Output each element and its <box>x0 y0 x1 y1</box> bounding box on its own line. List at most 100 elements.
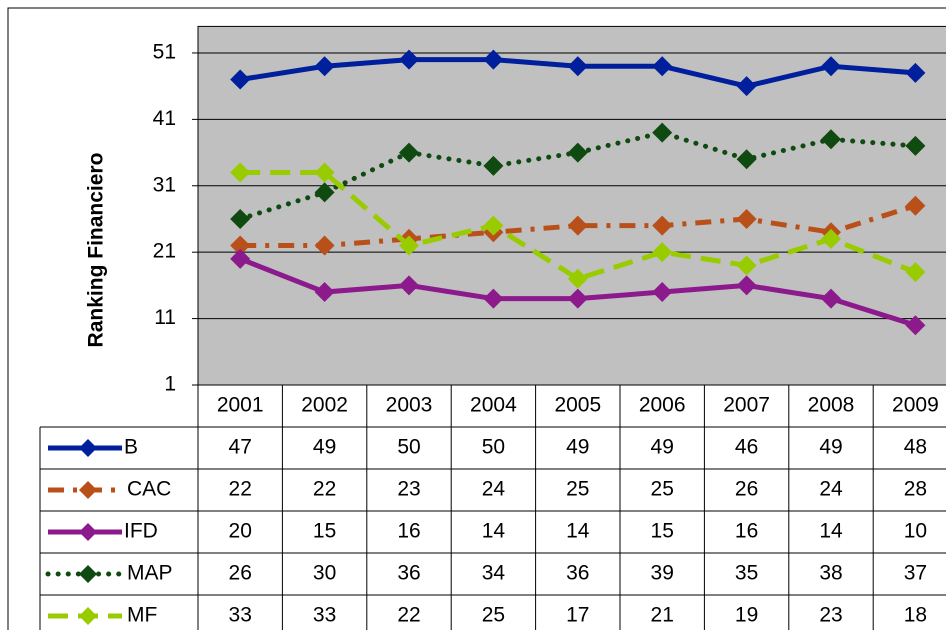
marker <box>399 142 419 163</box>
marker <box>567 215 588 236</box>
table-value: 48 <box>904 436 927 459</box>
table-value: 49 <box>566 436 589 459</box>
y-tick-label: 31 <box>153 173 176 196</box>
marker <box>821 56 841 77</box>
marker <box>399 49 419 70</box>
marker <box>652 122 673 143</box>
table-value: 14 <box>482 520 506 543</box>
table-value: 49 <box>819 436 842 459</box>
x-tick-label: 2004 <box>470 394 517 417</box>
x-tick-label: 2005 <box>554 394 601 417</box>
table-value: 23 <box>397 478 420 501</box>
table-value: 49 <box>313 436 336 459</box>
table-value: 33 <box>229 604 252 627</box>
x-tick-label: 2002 <box>301 394 348 417</box>
plot-area <box>197 25 946 386</box>
x-tick-label: 2008 <box>808 394 855 417</box>
table-value: 36 <box>397 562 420 585</box>
table-value: 16 <box>397 520 420 543</box>
table-value: 30 <box>313 562 336 585</box>
y-tick-label: 41 <box>153 107 176 130</box>
x-tick-label: 2007 <box>723 394 770 417</box>
legend-label: IFD <box>124 520 158 543</box>
table-value: 36 <box>566 562 589 585</box>
marker <box>230 248 251 269</box>
table-value: 38 <box>819 562 842 585</box>
table-value: 22 <box>397 604 420 627</box>
marker <box>483 288 504 309</box>
legend-label: B <box>124 436 138 459</box>
table-value: 19 <box>735 604 758 627</box>
table-value: 18 <box>904 604 927 627</box>
y-axis-label: Ranking Financiero <box>85 153 108 348</box>
table-value: 24 <box>819 478 843 501</box>
legend-label: MAP <box>127 562 173 585</box>
marker <box>314 162 335 183</box>
table-value: 24 <box>482 478 506 501</box>
marker <box>314 182 335 203</box>
marker <box>399 235 419 256</box>
marker <box>821 228 841 249</box>
marker <box>905 195 926 216</box>
table-value: 35 <box>735 562 758 585</box>
marker <box>736 149 757 170</box>
x-tick-label: 2009 <box>892 394 939 417</box>
marker <box>905 315 926 336</box>
marker <box>652 56 673 77</box>
table-value: 25 <box>566 478 589 501</box>
marker <box>905 135 926 156</box>
marker <box>567 56 588 77</box>
marker <box>736 275 757 296</box>
table-value: 26 <box>735 478 758 501</box>
table-value: 33 <box>313 604 336 627</box>
table-value: 37 <box>904 562 927 585</box>
legend-marker <box>79 481 97 499</box>
marker <box>821 129 841 150</box>
marker <box>652 242 673 263</box>
marker <box>821 288 841 309</box>
table-value: 34 <box>482 562 506 585</box>
table-value: 14 <box>819 520 843 543</box>
series-line <box>240 169 917 282</box>
marker <box>736 76 757 97</box>
legend-label: CAC <box>127 478 171 501</box>
marker <box>314 235 335 256</box>
legend-marker <box>79 439 97 457</box>
marker <box>483 49 504 70</box>
marker <box>905 262 926 283</box>
marker <box>905 62 926 83</box>
marker <box>652 215 673 236</box>
marker <box>314 282 335 303</box>
table-value: 28 <box>904 478 927 501</box>
marker <box>567 268 588 289</box>
y-tick-label: 21 <box>153 240 176 263</box>
y-tick-label: 11 <box>154 306 176 329</box>
marker <box>314 56 335 77</box>
table-value: 15 <box>651 520 674 543</box>
table-value: 25 <box>651 478 674 501</box>
marker <box>567 288 588 309</box>
table-value: 16 <box>735 520 758 543</box>
legend-marker <box>79 565 97 583</box>
table-value: 39 <box>651 562 674 585</box>
x-tick-label: 2001 <box>217 394 264 417</box>
legend-marker <box>79 607 97 625</box>
legend-marker <box>79 523 97 541</box>
marker <box>483 215 504 236</box>
table-value: 15 <box>313 520 336 543</box>
table-value: 46 <box>735 436 758 459</box>
table-value: 20 <box>229 520 252 543</box>
marker <box>230 69 251 90</box>
table-value: 10 <box>904 520 927 543</box>
table-value: 50 <box>482 436 505 459</box>
marker <box>483 155 504 176</box>
marker <box>230 208 251 229</box>
y-tick-label: 51 <box>153 41 176 64</box>
table-value: 22 <box>229 478 252 501</box>
x-tick-label: 2003 <box>386 394 433 417</box>
y-tick-label: 1 <box>164 373 176 396</box>
marker <box>567 142 588 163</box>
marker <box>399 275 419 296</box>
table-value: 22 <box>313 478 336 501</box>
table-value: 26 <box>229 562 252 585</box>
